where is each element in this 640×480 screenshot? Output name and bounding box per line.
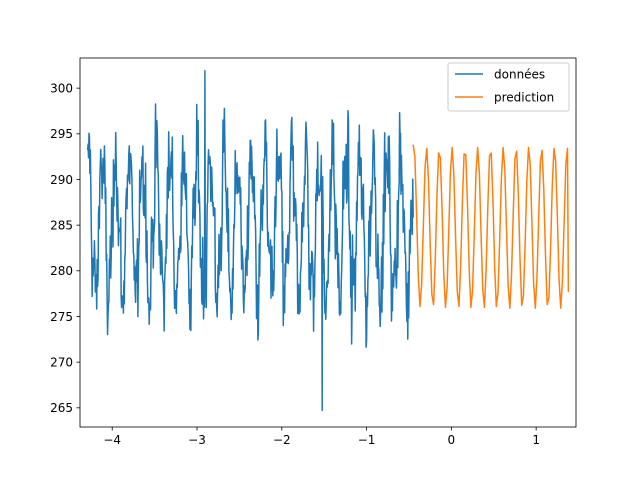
y-tick-label: 285 — [50, 218, 73, 232]
x-tick-label: 1 — [532, 433, 540, 447]
y-tick-label: 290 — [50, 173, 73, 187]
y-tick-label: 265 — [50, 401, 73, 415]
y-tick-label: 275 — [50, 310, 73, 324]
legend-label-prediction: prediction — [494, 91, 554, 105]
y-tick-label: 280 — [50, 264, 73, 278]
x-tick-label: −2 — [273, 433, 291, 447]
legend-box — [447, 62, 570, 112]
x-tick-label: −1 — [358, 433, 376, 447]
y-axis: 265 270 275 280 285 290 295 300 — [50, 81, 80, 415]
x-tick-label: 0 — [448, 433, 456, 447]
y-tick-label: 295 — [50, 127, 73, 141]
x-tick-label: −3 — [188, 433, 206, 447]
legend-label-donnees: données — [494, 68, 545, 82]
legend: données prediction — [447, 62, 570, 112]
series-line-prediction — [412, 144, 570, 310]
x-tick-label: −4 — [103, 433, 121, 447]
x-axis: −4 −3 −2 −1 0 1 — [103, 427, 540, 447]
y-tick-label: 300 — [50, 81, 73, 95]
y-tick-label: 270 — [50, 355, 73, 369]
series-layer — [86, 70, 570, 412]
series-line-donnees — [86, 70, 414, 412]
plot-frame — [79, 57, 577, 428]
